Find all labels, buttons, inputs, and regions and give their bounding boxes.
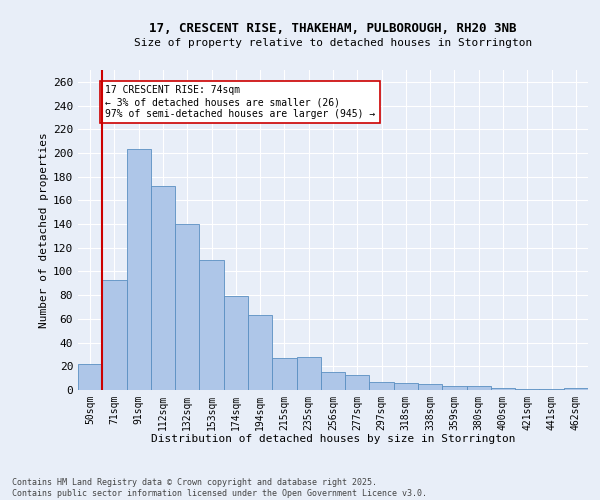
Bar <box>78 364 102 390</box>
Text: 17, CRESCENT RISE, THAKEHAM, PULBOROUGH, RH20 3NB: 17, CRESCENT RISE, THAKEHAM, PULBOROUGH,… <box>149 22 517 36</box>
Bar <box>296 357 321 390</box>
Bar <box>564 388 588 390</box>
Bar <box>467 386 491 390</box>
Bar <box>224 296 248 390</box>
Y-axis label: Number of detached properties: Number of detached properties <box>39 132 49 328</box>
Bar <box>370 382 394 390</box>
Bar <box>345 374 370 390</box>
Bar <box>539 389 564 390</box>
Bar <box>175 224 199 390</box>
Bar <box>248 316 272 390</box>
Bar <box>418 384 442 390</box>
Bar <box>394 383 418 390</box>
Bar <box>272 358 296 390</box>
Bar <box>102 280 127 390</box>
Bar <box>321 372 345 390</box>
Bar <box>151 186 175 390</box>
Text: Size of property relative to detached houses in Storrington: Size of property relative to detached ho… <box>134 38 532 48</box>
Bar <box>515 389 539 390</box>
X-axis label: Distribution of detached houses by size in Storrington: Distribution of detached houses by size … <box>151 434 515 444</box>
Bar <box>199 260 224 390</box>
Text: Contains HM Land Registry data © Crown copyright and database right 2025.
Contai: Contains HM Land Registry data © Crown c… <box>12 478 427 498</box>
Bar <box>491 388 515 390</box>
Bar <box>127 150 151 390</box>
Text: 17 CRESCENT RISE: 74sqm
← 3% of detached houses are smaller (26)
97% of semi-det: 17 CRESCENT RISE: 74sqm ← 3% of detached… <box>105 86 375 118</box>
Bar <box>442 386 467 390</box>
